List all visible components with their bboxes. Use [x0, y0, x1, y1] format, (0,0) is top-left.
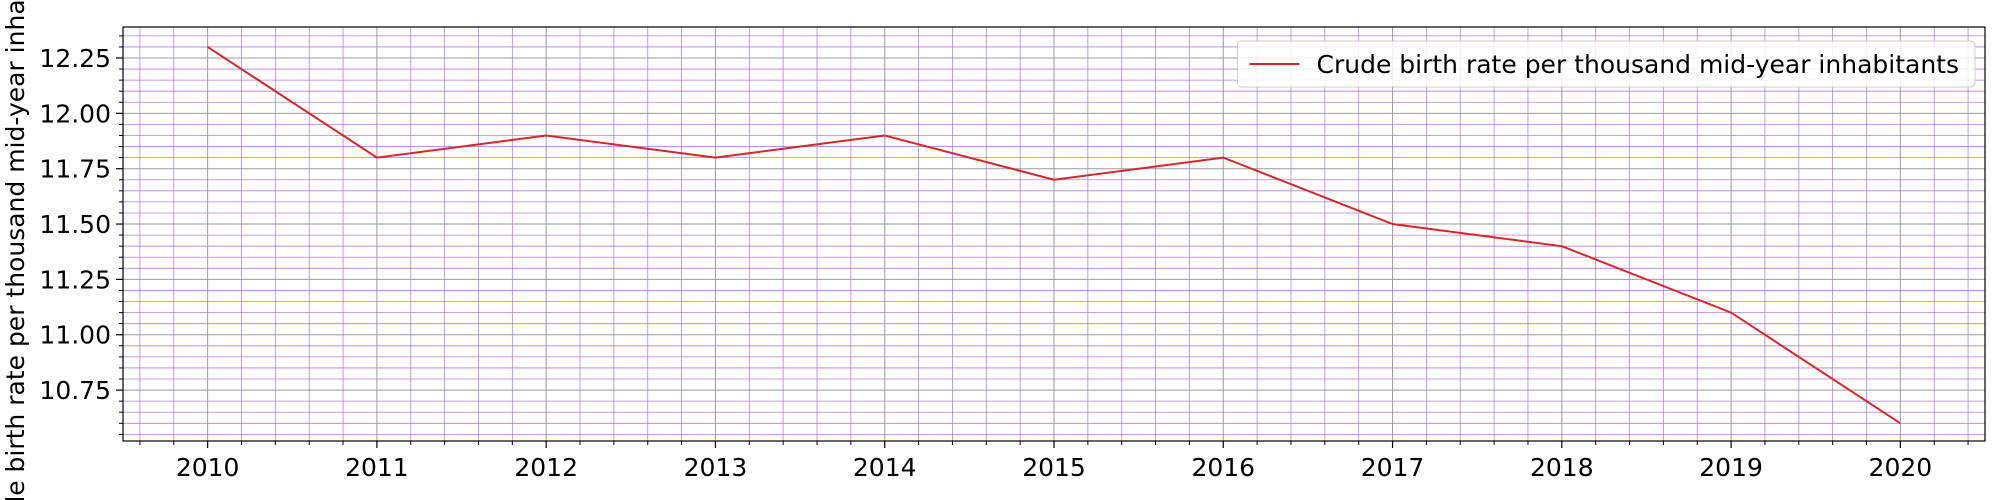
y-tick-label: 11.00: [39, 321, 111, 350]
x-tick-label: 2014: [853, 453, 917, 482]
series-line: [207, 46, 1901, 425]
y-tick-label: 11.75: [39, 155, 111, 184]
axis-ticks: 2010 2011 2012 2013 2014 2015 2016 2017 2018 2019…: [39, 35, 1969, 482]
x-tick-label: 2015: [1022, 453, 1086, 482]
y-tick-label: 12.00: [39, 99, 111, 128]
x-tick-label: 2020: [1869, 453, 1933, 482]
series-layer: [207, 46, 1901, 425]
x-tick-label: 2018: [1530, 453, 1594, 482]
y-tick-label: 11.25: [39, 265, 111, 294]
legend-label: Crude birth rate per thousand mid-year i…: [1317, 50, 1960, 79]
x-tick-label: 2017: [1361, 453, 1425, 482]
x-tick-label: 2016: [1191, 453, 1255, 482]
y-tick-label: 11.50: [39, 210, 111, 239]
grid: [123, 27, 1985, 441]
y-axis-label: Crude birth rate per thousand mid-year i…: [1, 0, 30, 500]
x-tick-label: 2011: [345, 453, 409, 482]
y-tick-label: 12.25: [39, 44, 111, 73]
x-tick-label: 2013: [684, 453, 748, 482]
x-tick-label: 2012: [514, 453, 578, 482]
legend: Crude birth rate per thousand mid-year i…: [1237, 40, 1976, 88]
x-tick-label: 2010: [176, 453, 240, 482]
x-tick-label: 2019: [1699, 453, 1763, 482]
legend-box: [1237, 40, 1976, 88]
y-tick-label: 10.75: [39, 376, 111, 405]
